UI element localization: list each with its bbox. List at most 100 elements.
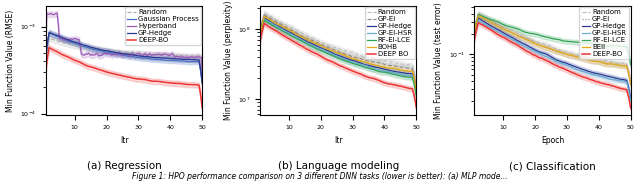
Random [264, 14, 271, 16]
GP-EI-HSR [257, 35, 264, 38]
GP-Hedge [614, 78, 622, 80]
GP-EI-HSR [286, 33, 294, 35]
GP-Hedge [477, 19, 485, 21]
Line: GP-EI: GP-EI [260, 15, 417, 88]
Line: GP-EI-HSR: GP-EI-HSR [260, 19, 417, 95]
Hyperband [53, 12, 61, 14]
Gaussian Process [52, 35, 60, 37]
Line: DEEP-BO: DEEP-BO [46, 48, 202, 107]
Random [474, 12, 482, 14]
BOHB [264, 17, 271, 19]
DEEP BO [257, 40, 264, 42]
GP-EI [413, 87, 420, 89]
GP-EI [406, 67, 413, 70]
Y-axis label: Min Function Value (perplexity): Min Function Value (perplexity) [223, 1, 232, 120]
Gaussian Process [45, 32, 53, 34]
Random [481, 15, 488, 17]
DEEP-BO [614, 87, 622, 89]
Random [186, 55, 193, 57]
Hyperband [191, 57, 199, 59]
GP-Hedge [299, 38, 307, 40]
RF-EI-LCE [264, 21, 271, 23]
Hyperband [52, 13, 60, 15]
GP-Hedge [400, 72, 408, 74]
Line: GP-EI-HSR: GP-EI-HSR [474, 20, 630, 100]
Hyperband [84, 52, 92, 55]
GP-EI-HSR [264, 20, 271, 22]
Line: RF-EI-LCE: RF-EI-LCE [260, 20, 417, 96]
Random [513, 31, 521, 33]
GP-Hedge [481, 21, 488, 23]
DEEP-BO [500, 37, 508, 39]
DEEP-BO [513, 44, 521, 46]
Line: GP-Hedge: GP-Hedge [474, 18, 630, 98]
GP-Hedge [627, 97, 634, 99]
Line: RF-EI-LCE: RF-EI-LCE [474, 14, 630, 65]
BEII [500, 28, 508, 30]
RF-EI-LCE [406, 76, 413, 78]
GP-EI-HSR [470, 36, 478, 38]
GP-EI-HSR [477, 21, 485, 23]
Random [500, 26, 508, 28]
Random [627, 81, 634, 83]
Hyperband [42, 29, 50, 31]
RF-EI-LCE [620, 45, 627, 48]
GP-Hedge [257, 34, 264, 36]
DEEP-BO [477, 23, 485, 26]
Line: Random: Random [46, 38, 202, 78]
DEEP-BO [84, 65, 92, 68]
BOHB [257, 33, 264, 35]
DEEP-BO [191, 84, 199, 86]
Y-axis label: Min Function Value (RMSE): Min Function Value (RMSE) [6, 9, 15, 111]
Random [84, 47, 92, 49]
RF-EI-LCE [413, 95, 420, 97]
RF-EI-LCE [474, 13, 482, 16]
Y-axis label: Min Function Value (test error): Min Function Value (test error) [434, 2, 443, 119]
GP-Hedge [186, 58, 193, 60]
GP-EI [260, 14, 268, 16]
GP-EI [400, 66, 408, 69]
GP-Hedge [264, 18, 271, 21]
DEEP-BO [627, 107, 634, 109]
Line: Gaussian Process: Gaussian Process [46, 33, 202, 83]
Gaussian Process [72, 43, 79, 45]
GP-Hedge [474, 17, 482, 20]
GP-EI-HSR [474, 19, 482, 21]
Random [72, 45, 79, 47]
RF-EI-LCE [481, 16, 488, 18]
Random [406, 64, 413, 66]
BOHB [400, 70, 408, 72]
Line: DEEP BO: DEEP BO [260, 24, 417, 108]
GP-Hedge [52, 34, 60, 36]
GP-Hedge [72, 41, 79, 43]
Random [620, 62, 627, 64]
Line: DEEP-BO: DEEP-BO [474, 23, 630, 108]
GP-EI-HSR [400, 74, 408, 76]
Random [45, 37, 53, 39]
DEEP BO [260, 23, 268, 25]
Random [191, 55, 199, 57]
GP-EI [614, 64, 622, 66]
RF-EI-LCE [470, 31, 478, 33]
BEII [481, 18, 488, 20]
DEEP-BO [620, 88, 627, 90]
GP-Hedge [500, 32, 508, 34]
Random [260, 12, 268, 14]
Line: Random: Random [474, 13, 630, 82]
DEEP-BO [72, 60, 79, 62]
Hyperband [72, 38, 79, 40]
X-axis label: Epoch: Epoch [541, 135, 564, 145]
Hyperband [49, 13, 56, 15]
Line: GP-Hedge: GP-Hedge [260, 17, 417, 93]
GP-EI-HSR [406, 75, 413, 77]
GP-EI-HSR [260, 18, 268, 20]
GP-EI-HSR [413, 94, 420, 96]
GP-Hedge [620, 78, 627, 81]
GP-Hedge [260, 16, 268, 18]
Random [470, 28, 478, 31]
Random [257, 29, 264, 31]
GP-EI-HSR [500, 34, 508, 36]
Text: Figure 1: HPO performance comparison on 3 different DNN tasks (lower is better):: Figure 1: HPO performance comparison on … [132, 172, 508, 181]
GP-Hedge [286, 31, 294, 33]
GP-EI [620, 64, 627, 67]
